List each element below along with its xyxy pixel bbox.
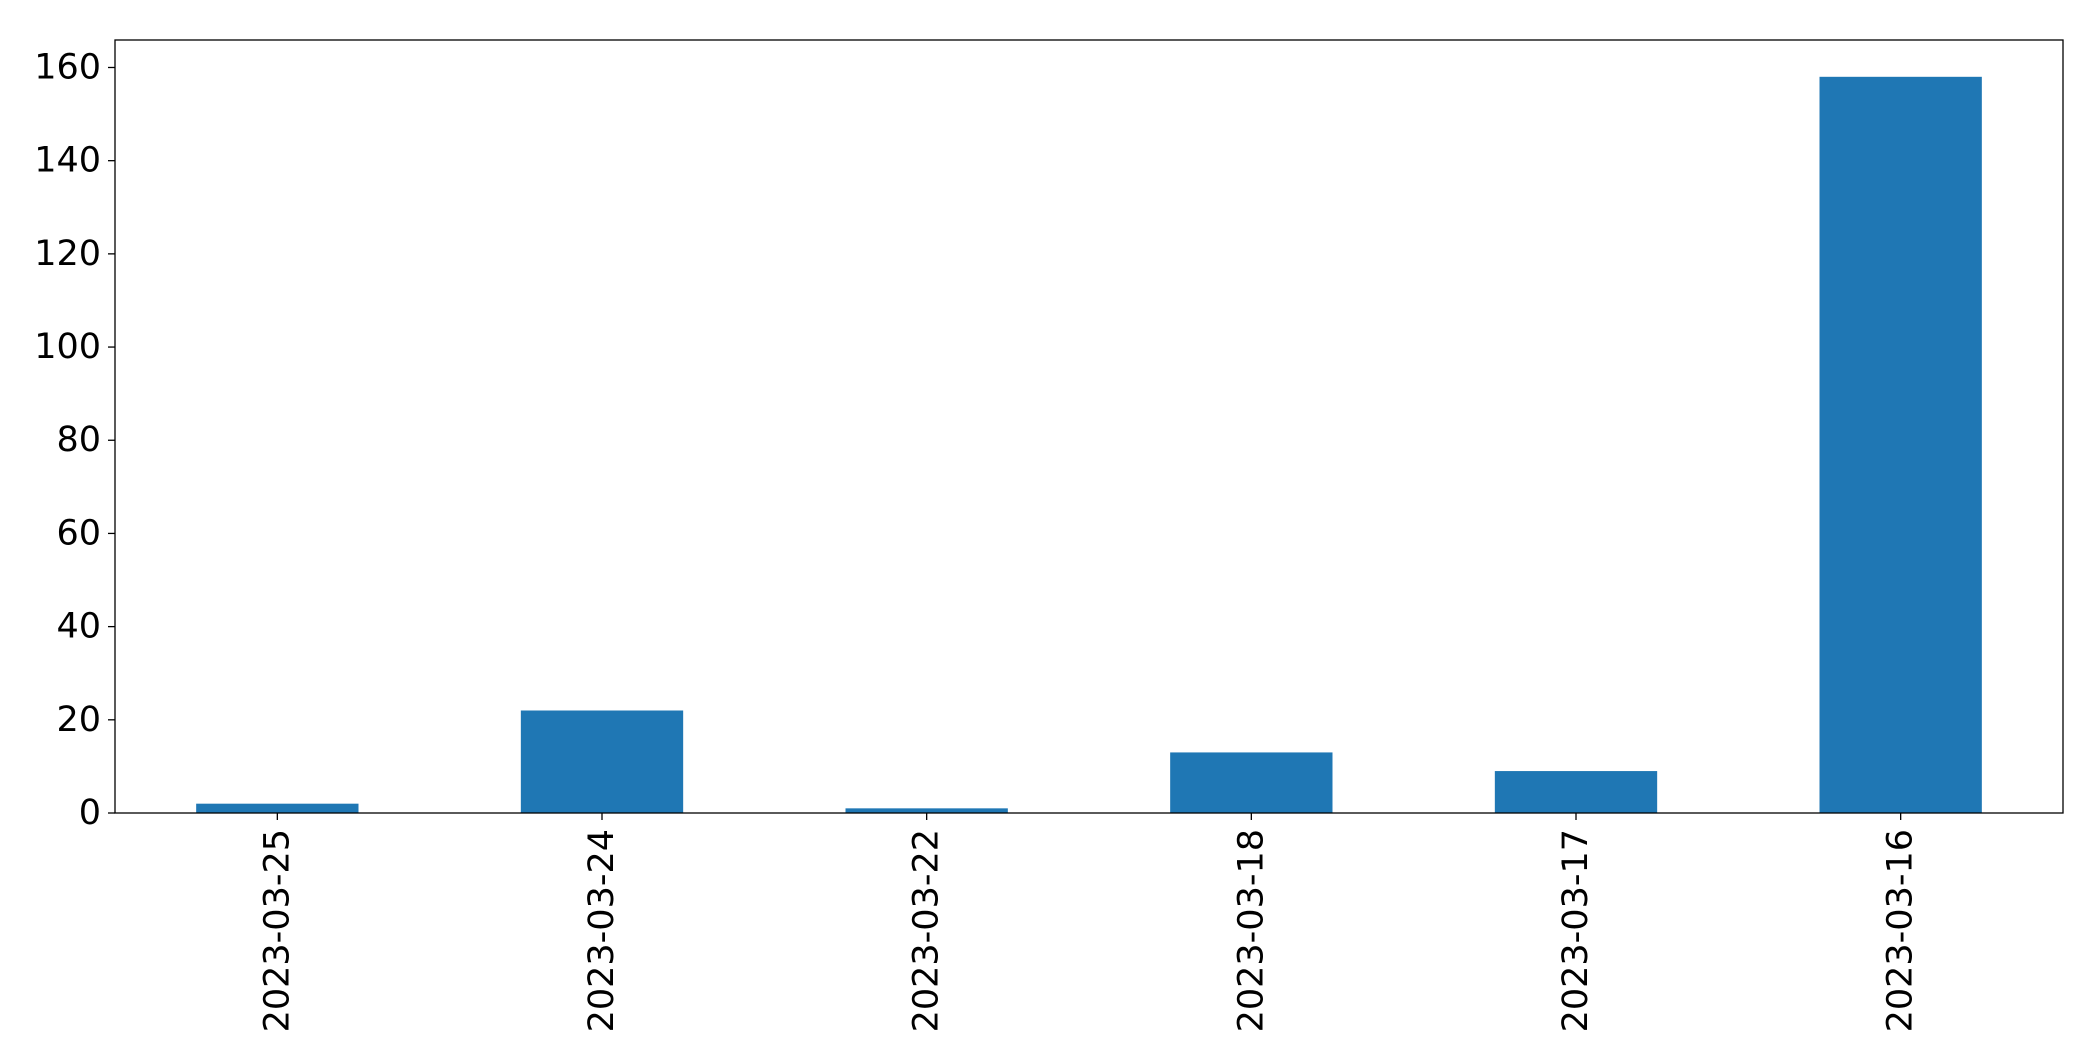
x-tick-label: 2023-03-24: [582, 829, 622, 1032]
x-tick-label: 2023-03-25: [257, 829, 297, 1032]
bar: [1819, 76, 1982, 814]
x-tick-label: 2023-03-17: [1556, 829, 1596, 1032]
y-tick-label: 120: [34, 234, 101, 274]
y-tick-label: 0: [79, 793, 101, 833]
y-tick-label: 100: [34, 327, 101, 367]
bar: [1170, 752, 1333, 813]
y-tick-label: 20: [56, 700, 101, 740]
x-tick-label: 2023-03-18: [1231, 829, 1271, 1032]
bar: [196, 803, 359, 813]
y-tick-label: 160: [34, 47, 101, 87]
bar: [520, 710, 684, 813]
x-tick-label: 2023-03-22: [907, 829, 947, 1032]
x-tick-label: 2023-03-16: [1881, 829, 1921, 1032]
bar: [1494, 771, 1658, 813]
y-tick-label: 80: [56, 420, 101, 460]
y-tick-label: 60: [56, 513, 101, 553]
plot-frame: [114, 39, 2064, 814]
y-tick-label: 140: [34, 141, 101, 181]
y-tick-label: 40: [56, 607, 101, 647]
bar: [845, 808, 1008, 813]
